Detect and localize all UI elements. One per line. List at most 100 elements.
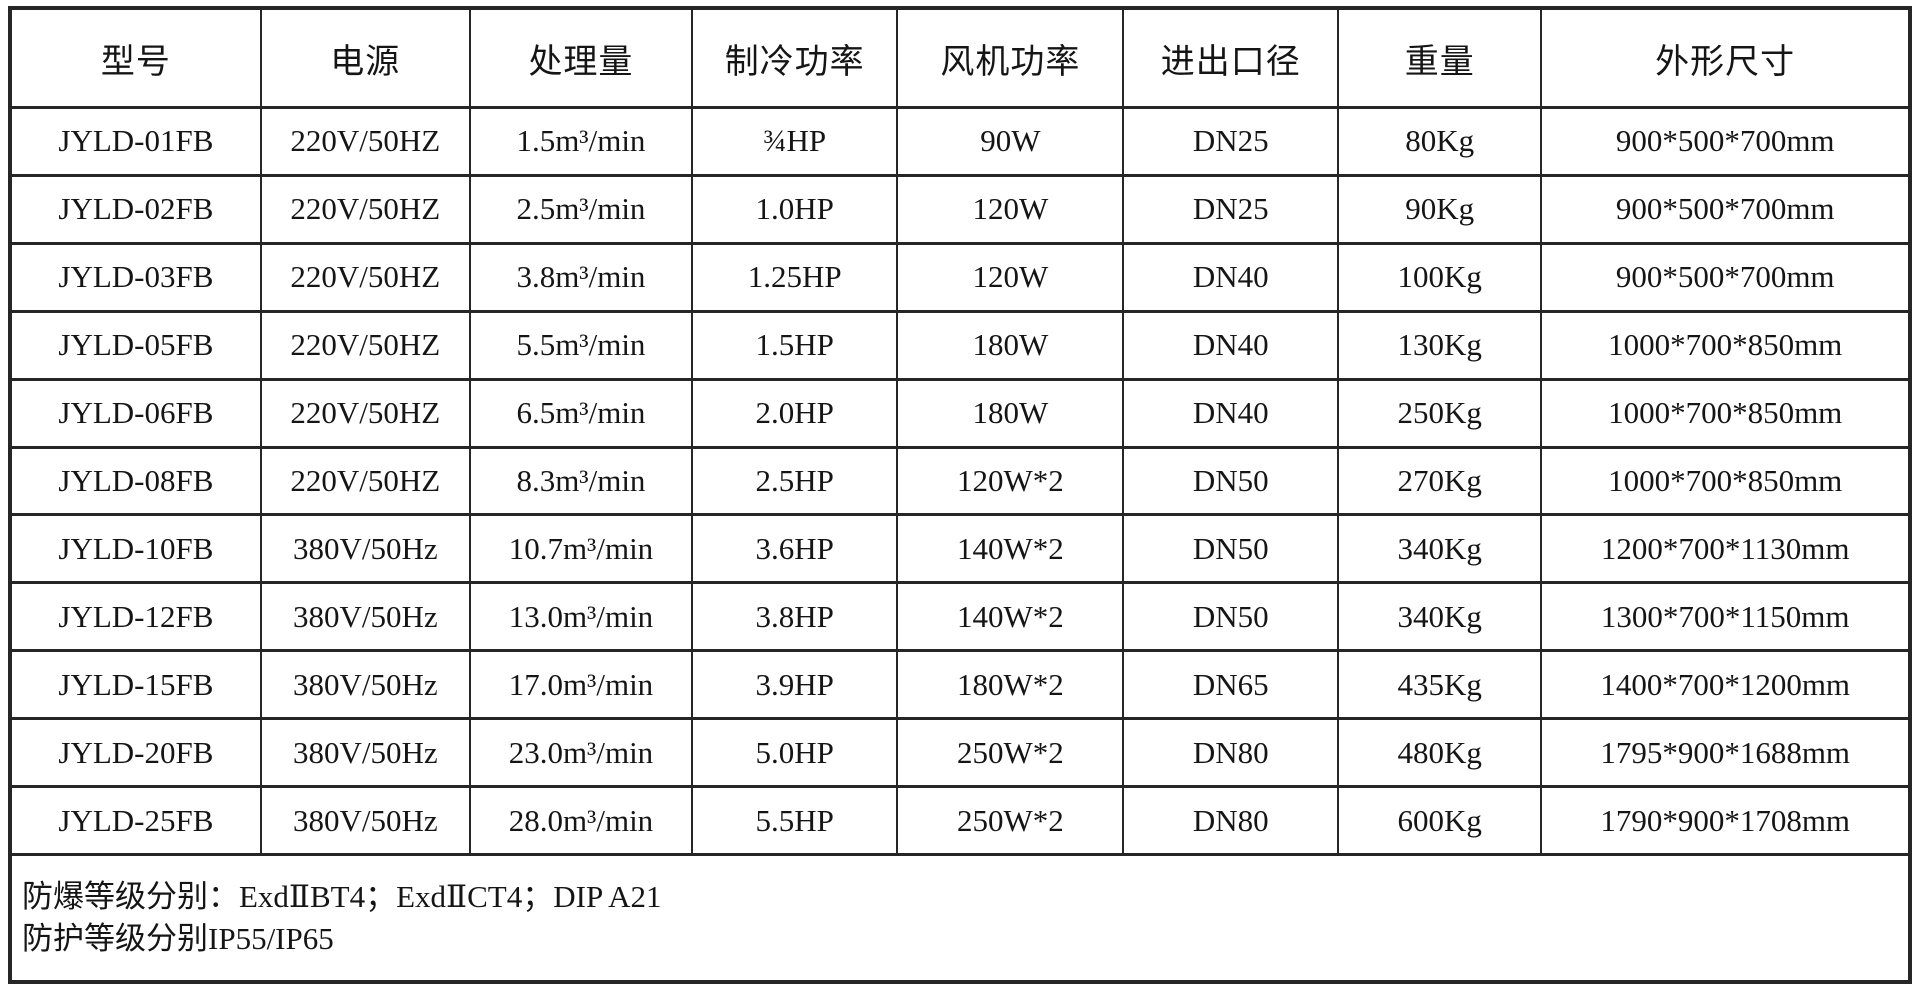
column-header-size: 外形尺寸 xyxy=(1540,6,1911,109)
table-cell-port: DN50 xyxy=(1122,445,1340,517)
table-cell-cooling: 1.5HP xyxy=(691,309,899,381)
table-cell-weight: 100Kg xyxy=(1337,241,1543,313)
table-cell-fan: 120W xyxy=(896,173,1125,245)
table-cell-power: 380V/50Hz xyxy=(259,513,471,585)
table-cell-capacity: 28.0m³/min xyxy=(468,785,694,856)
table-cell-size: 1400*700*1200mm xyxy=(1540,649,1911,721)
table-cell-fan: 180W xyxy=(896,377,1125,449)
table-cell-size: 1000*700*850mm xyxy=(1540,445,1911,517)
table-cell-size: 1000*700*850mm xyxy=(1540,309,1911,381)
table-cell-size: 1795*900*1688mm xyxy=(1540,717,1911,789)
table-cell-weight: 90Kg xyxy=(1337,173,1543,245)
table-cell-weight: 80Kg xyxy=(1337,106,1543,177)
table-row: JYLD-20FB 380V/50Hz 23.0m³/min 5.0HP 250W*2 D… xyxy=(9,717,1911,789)
table-cell-cooling: 1.25HP xyxy=(691,241,899,313)
column-header-cooling: 制冷功率 xyxy=(691,6,899,109)
table-cell-model: JYLD-08FB xyxy=(9,445,262,517)
table-cell-capacity: 17.0m³/min xyxy=(468,649,694,721)
table-cell-weight: 340Kg xyxy=(1337,581,1543,653)
table-cell-size: 900*500*700mm xyxy=(1540,173,1911,245)
table-row: JYLD-06FB 220V/50HZ 6.5m³/min 2.0HP 180W DN40… xyxy=(9,377,1911,449)
table-cell-model: JYLD-01FB xyxy=(9,106,262,177)
column-header-port: 进出口径 xyxy=(1122,6,1340,109)
table-cell-size: 900*500*700mm xyxy=(1540,106,1911,177)
table-cell-size: 1200*700*1130mm xyxy=(1540,513,1911,585)
table-cell-weight: 600Kg xyxy=(1337,785,1543,856)
table-cell-port: DN50 xyxy=(1122,513,1340,585)
spec-table-body: JYLD-01FB 220V/50HZ 1.5m³/min ¾HP 90W DN25 80K… xyxy=(9,106,1911,856)
table-cell-fan: 140W*2 xyxy=(896,513,1125,585)
table-cell-cooling: ¾HP xyxy=(691,106,899,177)
table-row: JYLD-08FB 220V/50HZ 8.3m³/min 2.5HP 120W*2 DN… xyxy=(9,445,1911,517)
table-cell-power: 380V/50Hz xyxy=(259,785,471,856)
table-cell-fan: 120W*2 xyxy=(896,445,1125,517)
table-cell-weight: 250Kg xyxy=(1337,377,1543,449)
table-row: JYLD-05FB 220V/50HZ 5.5m³/min 1.5HP 180W DN40… xyxy=(9,309,1911,381)
table-cell-power: 220V/50HZ xyxy=(259,445,471,517)
table-cell-power: 220V/50HZ xyxy=(259,106,471,177)
table-cell-power: 380V/50Hz xyxy=(259,649,471,721)
table-row: JYLD-15FB 380V/50Hz 17.0m³/min 3.9HP 180W*2 D… xyxy=(9,649,1911,721)
table-cell-cooling: 3.9HP xyxy=(691,649,899,721)
table-cell-model: JYLD-20FB xyxy=(9,717,262,789)
table-cell-fan: 120W xyxy=(896,241,1125,313)
table-cell-port: DN25 xyxy=(1122,173,1340,245)
table-cell-port: DN40 xyxy=(1122,309,1340,381)
column-header-power: 电源 xyxy=(259,6,471,109)
table-cell-model: JYLD-06FB xyxy=(9,377,262,449)
table-cell-weight: 340Kg xyxy=(1337,513,1543,585)
column-header-weight: 重量 xyxy=(1337,6,1543,109)
table-cell-model: JYLD-15FB xyxy=(9,649,262,721)
table-cell-cooling: 1.0HP xyxy=(691,173,899,245)
table-cell-port: DN65 xyxy=(1122,649,1340,721)
table-cell-power: 220V/50HZ xyxy=(259,309,471,381)
table-cell-capacity: 10.7m³/min xyxy=(468,513,694,585)
table-cell-power: 380V/50Hz xyxy=(259,717,471,789)
table-cell-fan: 90W xyxy=(896,106,1125,177)
table-cell-weight: 435Kg xyxy=(1337,649,1543,721)
footnote-row: 防爆等级分别：ExdⅡBT4；ExdⅡCT4；DIP A21 防护等级分别IP55… xyxy=(9,853,1911,984)
table-cell-fan: 250W*2 xyxy=(896,785,1125,856)
table-cell-port: DN50 xyxy=(1122,581,1340,653)
table-cell-capacity: 6.5m³/min xyxy=(468,377,694,449)
table-row: JYLD-02FB 220V/50HZ 2.5m³/min 1.0HP 120W DN25… xyxy=(9,173,1911,245)
table-cell-weight: 270Kg xyxy=(1337,445,1543,517)
spec-table: 型号 电源 处理量 制冷功率 风机功率 进出口径 重量 外形尺寸 JYLD-01FB 220V/… xyxy=(8,6,1912,984)
table-cell-capacity: 3.8m³/min xyxy=(468,241,694,313)
table-cell-fan: 180W*2 xyxy=(896,649,1125,721)
table-cell-port: DN80 xyxy=(1122,717,1340,789)
table-cell-capacity: 8.3m³/min xyxy=(468,445,694,517)
table-cell-power: 220V/50HZ xyxy=(259,241,471,313)
table-cell-cooling: 2.0HP xyxy=(691,377,899,449)
table-cell-capacity: 23.0m³/min xyxy=(468,717,694,789)
table-cell-cooling: 3.6HP xyxy=(691,513,899,585)
table-cell-weight: 130Kg xyxy=(1337,309,1543,381)
table-cell-port: DN40 xyxy=(1122,241,1340,313)
table-cell-capacity: 2.5m³/min xyxy=(468,173,694,245)
header-row: 型号 电源 处理量 制冷功率 风机功率 进出口径 重量 外形尺寸 xyxy=(9,6,1911,109)
table-row: JYLD-10FB 380V/50Hz 10.7m³/min 3.6HP 140W*2 D… xyxy=(9,513,1911,585)
table-cell-port: DN80 xyxy=(1122,785,1340,856)
table-cell-port: DN25 xyxy=(1122,106,1340,177)
table-cell-cooling: 5.5HP xyxy=(691,785,899,856)
table-cell-model: JYLD-10FB xyxy=(9,513,262,585)
table-cell-capacity: 13.0m³/min xyxy=(468,581,694,653)
table-cell-power: 220V/50HZ xyxy=(259,173,471,245)
table-cell-capacity: 1.5m³/min xyxy=(468,106,694,177)
table-row: JYLD-25FB 380V/50Hz 28.0m³/min 5.5HP 250W*2 D… xyxy=(9,785,1911,856)
table-cell-model: JYLD-12FB xyxy=(9,581,262,653)
table-cell-size: 1000*700*850mm xyxy=(1540,377,1911,449)
table-cell-fan: 140W*2 xyxy=(896,581,1125,653)
table-cell-power: 380V/50Hz xyxy=(259,581,471,653)
table-cell-size: 1300*700*1150mm xyxy=(1540,581,1911,653)
spec-table-header: 型号 电源 处理量 制冷功率 风机功率 进出口径 重量 外形尺寸 xyxy=(9,6,1911,109)
table-cell-model: JYLD-05FB xyxy=(9,309,262,381)
table-cell-model: JYLD-02FB xyxy=(9,173,262,245)
table-cell-capacity: 5.5m³/min xyxy=(468,309,694,381)
table-cell-model: JYLD-03FB xyxy=(9,241,262,313)
footnote-line: 防护等级分别IP55/IP65 xyxy=(22,921,334,956)
table-cell-cooling: 5.0HP xyxy=(691,717,899,789)
spec-table-footnotes: 防爆等级分别：ExdⅡBT4；ExdⅡCT4；DIP A21 防护等级分别IP55… xyxy=(9,853,1911,984)
table-cell-port: DN40 xyxy=(1122,377,1340,449)
